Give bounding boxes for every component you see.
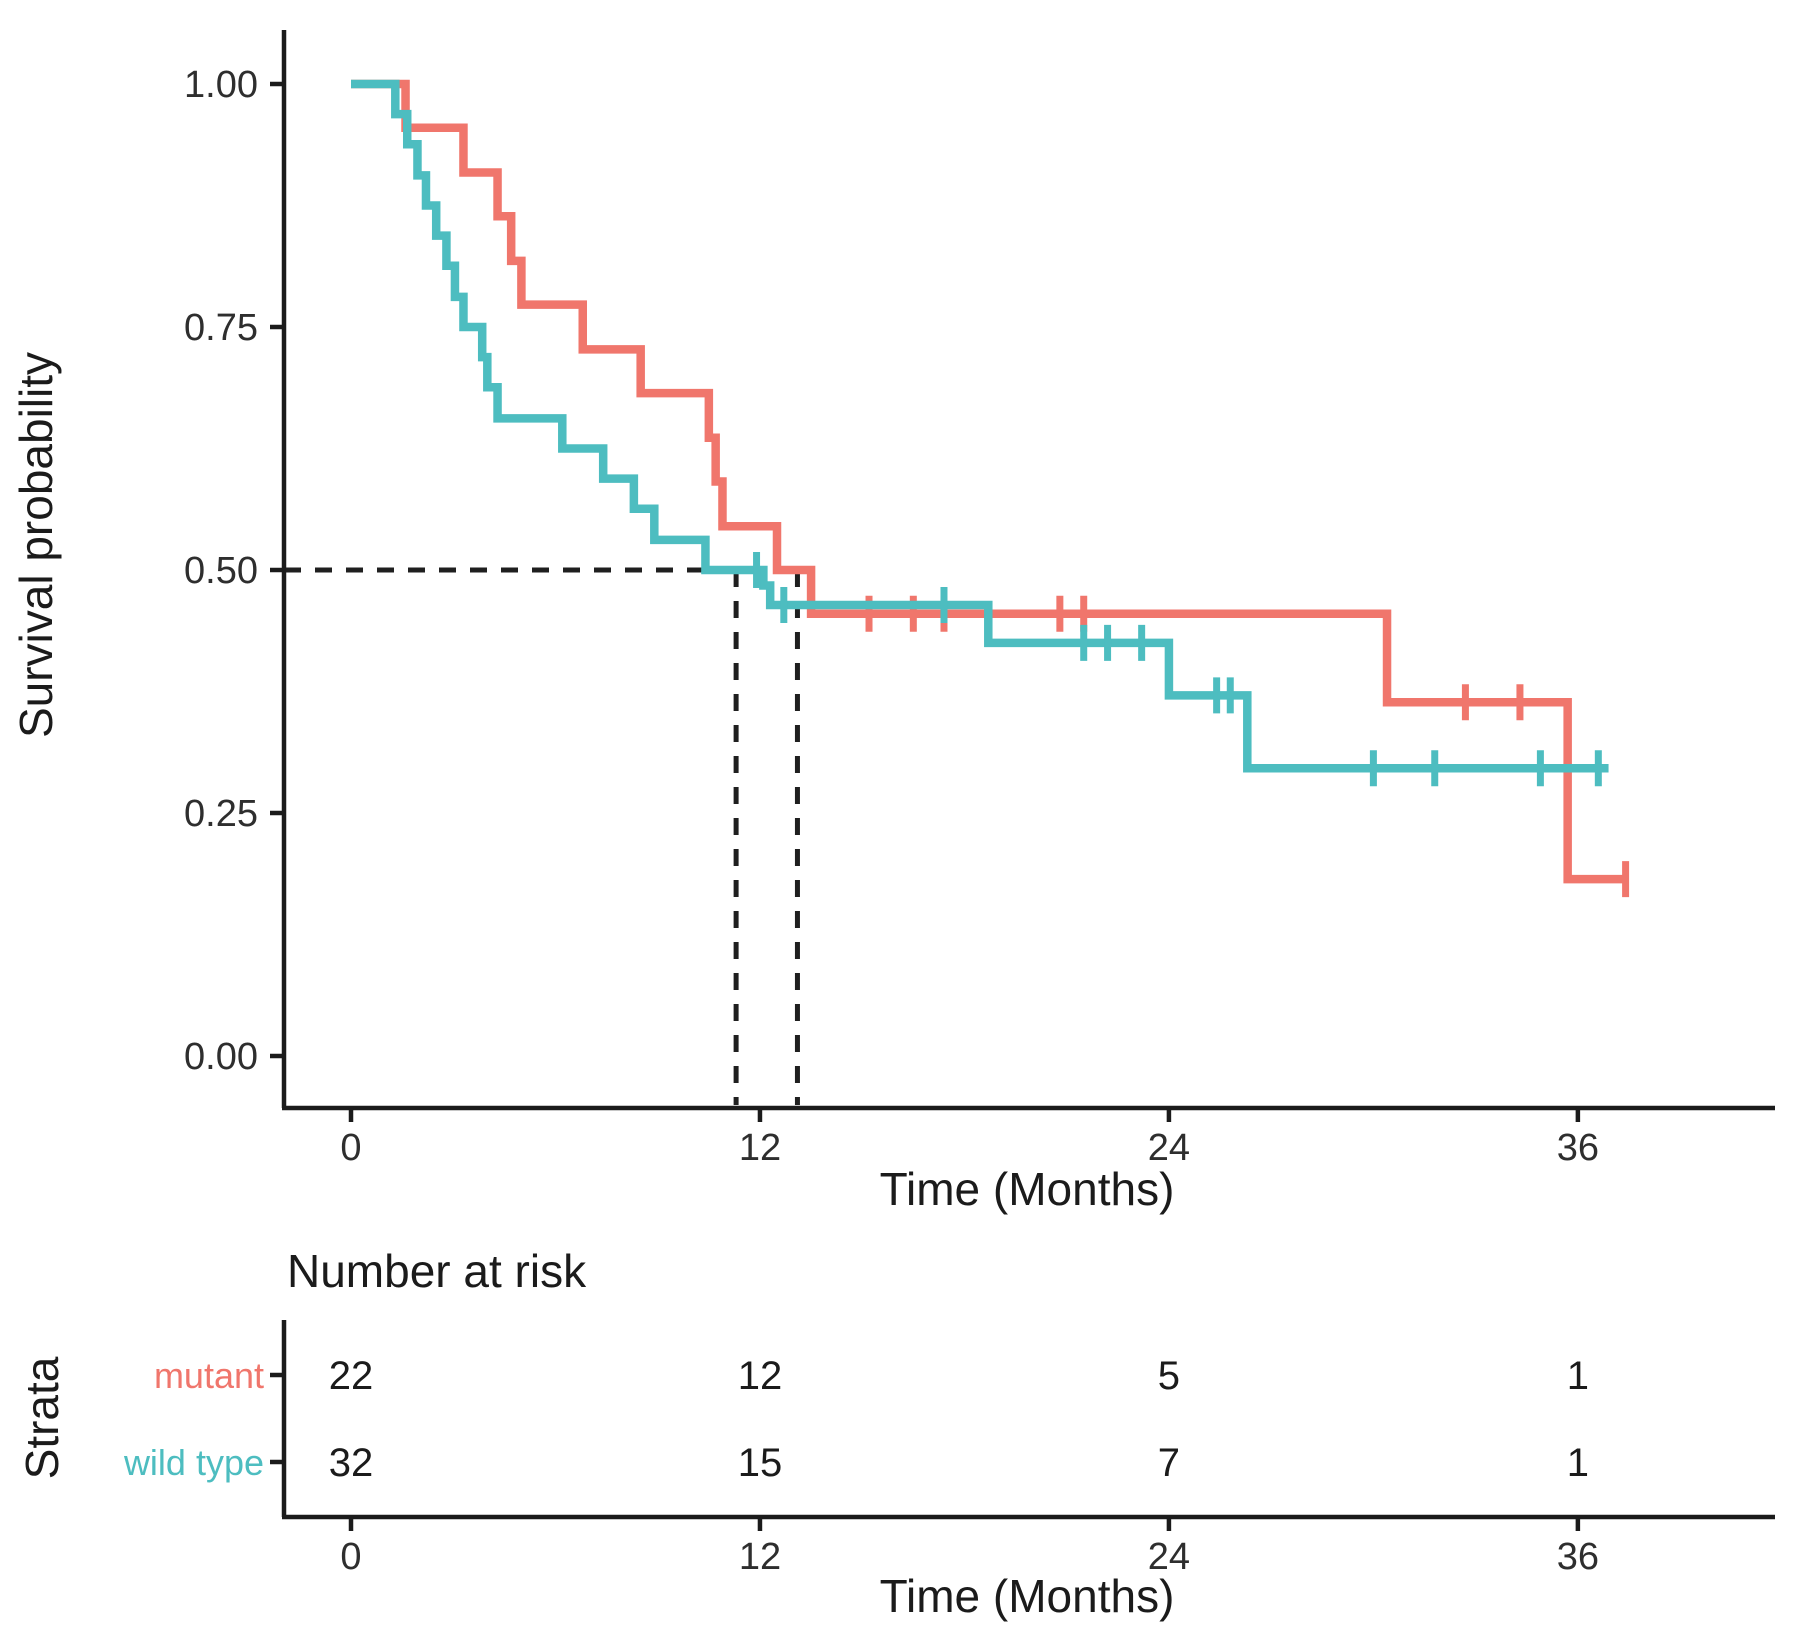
x-axis-title: Time (Months) — [880, 1163, 1175, 1215]
risk-count-mutant-t12: 12 — [738, 1354, 783, 1398]
risk-table-title: Number at risk — [287, 1245, 587, 1297]
x-tick-label-2: 24 — [1148, 1127, 1190, 1169]
risk-x-axis-title: Time (Months) — [880, 1570, 1175, 1622]
y-tick-label-1: 0.75 — [184, 307, 258, 349]
axis-ticks: 1.00 0.75 0.50 0.25 0.00 0 12 24 36 — [184, 64, 1599, 1169]
x-tick-label-0: 0 — [340, 1127, 361, 1169]
strata-label-mutant: mutant — [154, 1355, 264, 1396]
km-curve-wild-type — [351, 79, 1609, 773]
risk-count-mutant-t36: 1 — [1567, 1354, 1589, 1398]
km-curve-mutant — [351, 79, 1629, 884]
survival-curves — [351, 79, 1630, 898]
risk-x-tick-label-1: 12 — [739, 1536, 781, 1578]
median-reference-lines — [284, 567, 800, 1105]
risk-x-tick-label-3: 36 — [1557, 1536, 1599, 1578]
risk-count-mutant-t0: 22 — [329, 1354, 374, 1398]
y-axis-title: Survival probability — [10, 352, 62, 738]
risk-count-wild-type-t12: 15 — [738, 1441, 783, 1485]
risk-x-tick-label-0: 0 — [340, 1536, 361, 1578]
strata-label-wild-type: wild type — [123, 1442, 264, 1483]
risk-count-mutant-t24: 5 — [1158, 1354, 1180, 1398]
y-tick-label-4: 0.00 — [184, 1036, 258, 1078]
x-tick-label-1: 12 — [739, 1127, 781, 1169]
risk-count-wild-type-t36: 1 — [1567, 1441, 1589, 1485]
y-tick-label-3: 0.25 — [184, 793, 258, 835]
strata-axis-title: Strata — [16, 1356, 68, 1479]
risk-table: 22 12 5 1 32 15 7 1 0 12 24 36 — [270, 1320, 1775, 1578]
y-tick-label-0: 1.00 — [184, 64, 258, 106]
y-tick-label-2: 0.50 — [184, 550, 258, 592]
risk-count-wild-type-t0: 32 — [329, 1441, 374, 1485]
x-tick-label-3: 36 — [1557, 1127, 1599, 1169]
risk-x-tick-label-2: 24 — [1148, 1536, 1190, 1578]
risk-count-wild-type-t24: 7 — [1158, 1441, 1180, 1485]
